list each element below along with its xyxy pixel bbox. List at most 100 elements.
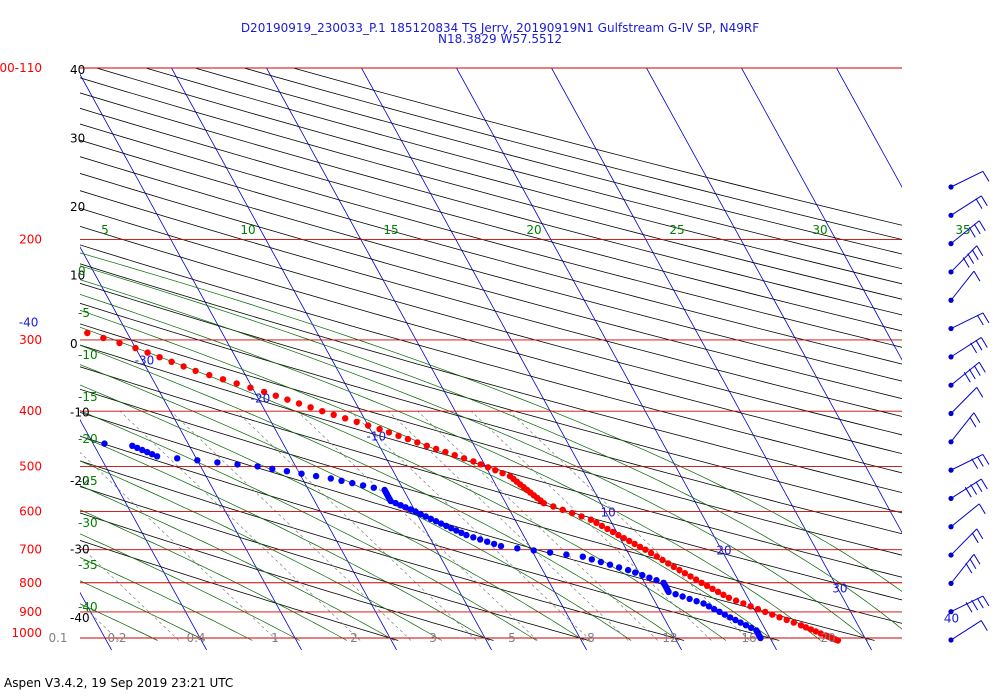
wind-barb-feather (982, 454, 990, 465)
left-axis-label: -10 (70, 406, 90, 420)
moist-adiabat-line (80, 279, 869, 641)
temperature-point (817, 630, 824, 637)
temperature-point (156, 354, 163, 361)
dry-adiabat-line (80, 435, 780, 641)
left-green-label: -10 (78, 348, 98, 362)
temperature-point (834, 637, 842, 644)
wind-barb (948, 412, 981, 445)
wind-barb (948, 595, 990, 615)
left-axis-label: 10 (70, 269, 85, 283)
temperature-point (144, 349, 151, 356)
temperature-point (762, 608, 769, 616)
dewpoint-point (327, 475, 334, 482)
temperature-point (790, 619, 797, 626)
wind-barb-feather (971, 532, 979, 544)
dewpoint-point (672, 591, 679, 598)
wind-barb-staff (950, 412, 975, 443)
temperature-point (732, 597, 740, 604)
dry-adiabat-line (80, 366, 902, 601)
temperature-point (206, 371, 213, 379)
temperature-point (578, 513, 585, 520)
dewpoint-point (624, 566, 632, 574)
dewpoint-point (402, 504, 409, 511)
dewpoint-point (129, 442, 136, 449)
temperature-point (540, 500, 547, 507)
temperature-point (636, 543, 644, 550)
mixing-ratio-line (235, 410, 477, 641)
theta-e-label: 10 (240, 223, 255, 237)
temperature-point (307, 404, 314, 411)
mixing-ratio-label: 1 (271, 631, 279, 645)
wind-barb-feather (973, 365, 981, 376)
temperature-point (492, 467, 499, 474)
dry-adiabat-line (80, 282, 902, 514)
dewpoint-point (46, 436, 52, 442)
wind-barb-feather (975, 481, 983, 493)
wind-barb-staff (950, 312, 984, 330)
temperature-point (192, 367, 199, 375)
temperature-point (740, 600, 747, 607)
temperature-point (714, 588, 722, 595)
wind-barb-feather (969, 558, 977, 569)
temperature-label: -20 (251, 391, 271, 405)
temperature-point (665, 560, 672, 567)
temperature-point (568, 509, 576, 517)
dewpoint-point (615, 564, 623, 571)
mixing-ratio-line (509, 410, 750, 641)
mixing-ratio-label: 0.1 (48, 631, 67, 645)
temperature-point (703, 582, 711, 589)
temperature-point (698, 579, 705, 586)
left-axis-label: -40 (70, 611, 90, 625)
dewpoint-point (254, 463, 261, 470)
dewpoint-point (392, 499, 399, 507)
dewpoint-point (407, 506, 414, 513)
temperature-point (364, 422, 372, 429)
mixing-ratio-line (119, 410, 361, 641)
moist-adiabat-line (80, 435, 490, 641)
left-green-label: -25 (78, 474, 98, 488)
mixing-ratio-label: 2 (350, 631, 358, 645)
dewpoint-point (174, 455, 181, 462)
dewpoint-point (432, 518, 440, 525)
pressure-label: 600 (19, 505, 42, 519)
temperature-point (442, 448, 449, 456)
dry-adiabat-line (80, 139, 902, 365)
temperature-point (598, 522, 606, 530)
temperature-point (484, 464, 492, 471)
temperature-point (260, 388, 268, 396)
wind-barb-feather (976, 387, 984, 398)
moist-adiabat-line (80, 265, 902, 630)
wind-barb-feather (973, 223, 981, 235)
dewpoint-point (579, 553, 586, 560)
moist-adiabat-line (80, 485, 395, 641)
moist-adiabat-line (80, 384, 584, 641)
isotherm-line (646, 68, 902, 534)
wind-barb-feather (973, 412, 981, 423)
moist-adiabat-line (80, 580, 206, 641)
temperature-label: 30 (832, 581, 847, 595)
temperature-point (0, 301, 3, 307)
moist-adiabat-line (80, 252, 902, 592)
temperature-point (687, 573, 694, 580)
wind-barb (948, 553, 981, 586)
wind-barb (948, 270, 981, 303)
moist-adiabat-line (80, 294, 821, 641)
mixing-ratio-line (80, 602, 119, 641)
dry-adiabat-line (80, 540, 399, 641)
wind-barb-feather (976, 456, 984, 467)
dry-adiabat-line (80, 225, 902, 455)
moist-adiabat-line (80, 460, 442, 641)
wind-barb-feather (971, 249, 979, 260)
dewpoint-point (134, 444, 141, 452)
dewpoint-point (665, 588, 672, 596)
mixing-ratio-line (417, 410, 659, 641)
dewpoint-point (726, 614, 734, 621)
temperature-point (342, 415, 349, 422)
wind-barb-staff (950, 528, 978, 556)
wind-barb-staff (950, 386, 978, 414)
dewpoint-point (417, 510, 424, 518)
dewpoint-point (716, 608, 723, 615)
wind-barb-feather (963, 372, 971, 383)
dewpoint-point (477, 536, 484, 543)
wind-barb-staff (950, 454, 984, 471)
